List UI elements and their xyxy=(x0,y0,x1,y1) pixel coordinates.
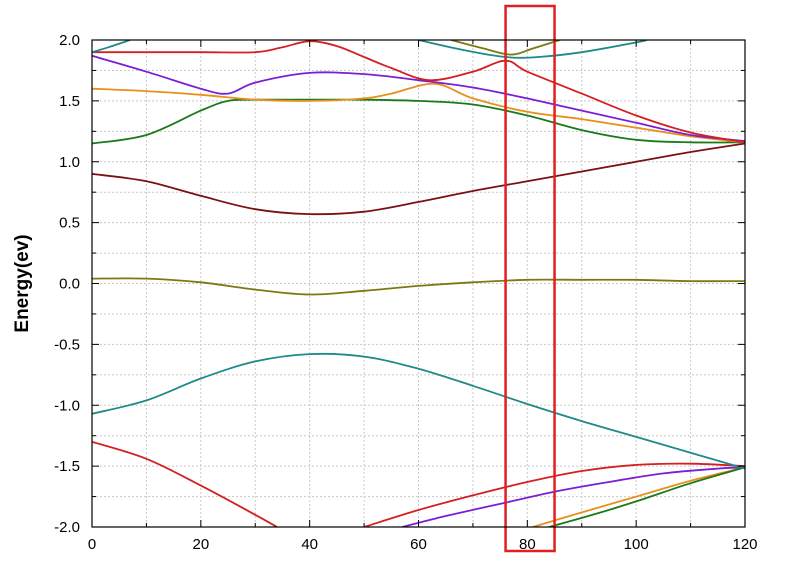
series-line-2 xyxy=(401,466,745,527)
series-line-12 xyxy=(92,40,131,54)
x-tick-label: 60 xyxy=(410,536,427,553)
x-tick-label: 40 xyxy=(301,536,318,553)
series-line-6 xyxy=(92,277,745,296)
series-line-4 xyxy=(548,466,745,527)
x-tick-label: 80 xyxy=(519,536,536,553)
x-tick-label: 20 xyxy=(192,536,209,553)
y-tick-label: -1.0 xyxy=(54,397,80,414)
x-tick-label: 120 xyxy=(732,536,757,553)
y-tick-label: 2.0 xyxy=(59,32,80,49)
y-axis-title: Energy(ev) xyxy=(12,234,33,332)
grid-lines xyxy=(92,40,745,527)
y-tick-label: 1.0 xyxy=(59,154,80,171)
x-tick-label: 100 xyxy=(624,536,649,553)
y-tick-label: 0.5 xyxy=(59,215,80,232)
x-tick-label: 0 xyxy=(88,536,96,553)
highlight-layer xyxy=(504,4,556,553)
series-line-14 xyxy=(450,40,561,56)
series-line-3 xyxy=(532,466,745,527)
y-tick-label: -0.5 xyxy=(54,336,80,353)
series-line-7 xyxy=(92,142,745,216)
axis-ticks: 0 20 40 60 80 100 120 -2.0 -1.5 -1.0 -0.5 0.0 0.5 1.0… xyxy=(54,32,757,553)
series-line-5 xyxy=(92,352,745,470)
series-line-0 xyxy=(92,440,278,527)
series-line-10 xyxy=(92,54,745,142)
y-tick-label: -2.0 xyxy=(54,519,80,536)
series-lines xyxy=(92,40,745,527)
series-line-9 xyxy=(92,82,745,144)
series-line-8 xyxy=(92,98,745,145)
highlight-box xyxy=(504,4,556,553)
y-tick-label: 1.5 xyxy=(59,93,80,110)
y-tick-label: 0.0 xyxy=(59,276,80,293)
y-tick-label: -1.5 xyxy=(54,458,80,475)
series-line-11 xyxy=(92,40,745,144)
